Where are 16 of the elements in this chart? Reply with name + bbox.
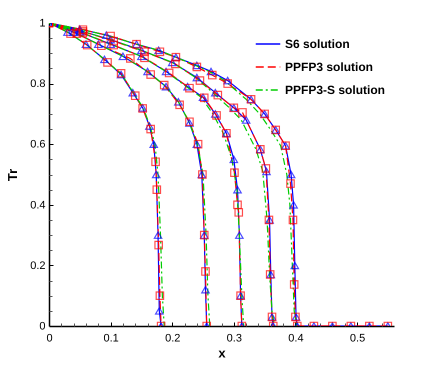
y-axis-title: Tr: [5, 168, 20, 182]
x-tick-label: 0.3: [226, 332, 242, 344]
y-tick-label: 0: [39, 320, 46, 332]
legend-label: PPFP3-S solution: [285, 83, 386, 97]
x-tick-label: 0.1: [103, 332, 119, 344]
y-tick-label: 0.2: [30, 260, 46, 272]
y-tick-label: 1: [39, 18, 46, 30]
x-tick-label: 0.4: [288, 332, 304, 344]
y-tick-label: 0.4: [30, 199, 46, 212]
legend-label: S6 solution: [285, 37, 350, 51]
legend-label: PPFP3 solution: [285, 60, 374, 74]
x-tick-label: 0.5: [350, 332, 366, 344]
x-axis-title: x: [218, 346, 226, 360]
y-tick-label: 0.8: [30, 78, 46, 90]
y-tick-label: 0.6: [30, 138, 46, 151]
x-tick-label: 0.2: [165, 332, 180, 344]
